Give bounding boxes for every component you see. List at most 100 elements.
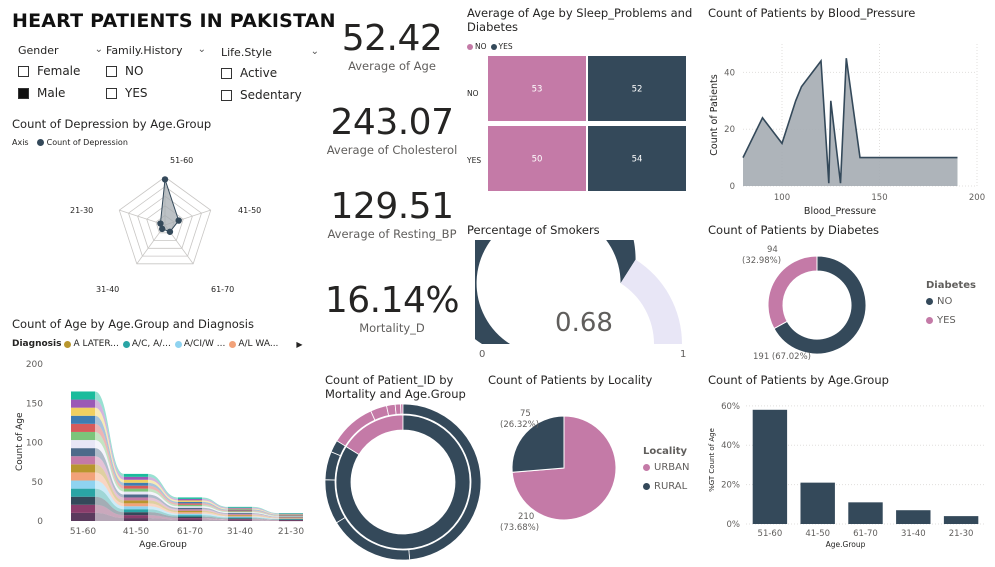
ribbon-band [148, 515, 178, 520]
age-group-bar [943, 516, 979, 524]
bp-line [742, 58, 958, 184]
ribbon-bar-segment [178, 513, 202, 516]
ribbon-band [252, 510, 279, 516]
x-tick-label: 41-50 [123, 527, 149, 537]
bp-area [743, 58, 958, 187]
radar-grid-ring [118, 176, 212, 265]
heatmap-legend-no: NO [475, 42, 487, 51]
checkbox[interactable] [221, 67, 232, 79]
slicer-option-yes[interactable]: YES [106, 85, 206, 101]
ribbon-band [95, 431, 124, 492]
slicer-option-label: Female [37, 64, 81, 78]
checkbox-checked[interactable] [18, 87, 29, 99]
ribbon-band [202, 503, 228, 512]
diabetes-legend-yes: YES [926, 315, 956, 326]
chevron-down-icon[interactable]: ⌄ [310, 46, 319, 57]
ribbon-band [148, 476, 178, 501]
heatmap-cell [488, 56, 586, 121]
ribbon-bar-segment [228, 514, 252, 516]
locality-title: Count of Patients by Locality [488, 373, 653, 387]
kpi-label: Mortality_D [359, 321, 425, 335]
ribbon-band [252, 514, 279, 519]
slicer-option-male[interactable]: Male [18, 85, 108, 101]
radar-label: 31-40 [96, 285, 120, 294]
ribbon-bar-segment [279, 514, 303, 516]
kpi-card-age: 52.42 Average of Age [322, 18, 462, 73]
ribbon-bar-segment [71, 399, 95, 408]
ribbon-band [95, 480, 124, 510]
locality-pie [511, 415, 617, 521]
ribbon-bar-segment [228, 511, 252, 513]
ribbon-band [148, 497, 178, 511]
y-tick-label: 20 [724, 125, 735, 135]
checkbox[interactable] [106, 65, 117, 77]
ribbon-legend-title: Diagnosis [12, 339, 62, 349]
kpi-value: 16.14% [324, 280, 460, 321]
ribbon-bar-segment [228, 516, 252, 518]
y-tick-label: 60% [721, 402, 740, 412]
slicer-option-no[interactable]: NO [106, 63, 206, 79]
heatmap-cell [488, 126, 586, 191]
y-axis-label: Count of Age [15, 412, 25, 471]
ribbon-bar-segment [178, 498, 202, 501]
legend-dot-icon [490, 43, 497, 50]
ribbon-bar-segment [124, 476, 148, 480]
legend-dot-icon [174, 340, 182, 348]
ribbon-bar-segment [279, 515, 303, 517]
ribbon-bar-segment [124, 500, 148, 504]
slicer-option-sedentary[interactable]: Sedentary [221, 87, 321, 103]
ribbon-band [252, 507, 279, 515]
kpi-label: Average of Cholesterol [326, 143, 458, 157]
age-group-bar [848, 502, 883, 524]
radar-label: 21-30 [70, 206, 94, 215]
x-tick-label: 21-30 [278, 527, 304, 537]
ribbon-bar-segment [124, 488, 148, 492]
locality-legend-rural: RURAL [643, 481, 687, 492]
heatmap-legend-yes: YES [498, 42, 513, 51]
slicer-lifestyle[interactable]: Life.Style ⌄ Active Sedentary [221, 46, 321, 103]
slicer-family-history[interactable]: Family.History ⌄ NO YES [106, 44, 206, 101]
ribbon-band [252, 520, 279, 521]
y-axis-label: %GT Count of Age [708, 428, 716, 492]
ribbon-bar-segment [124, 512, 148, 516]
ribbon-band [148, 494, 178, 510]
ribbon-bar-segment [71, 440, 95, 449]
radar-point [158, 225, 166, 233]
ribbon-bar-segment [124, 485, 148, 489]
diabetes-donut-slice [773, 255, 867, 355]
slicer-gender[interactable]: Gender ⌄ Female Male [18, 44, 108, 101]
diabetes-data-label-yes-pct: (32.98%) [742, 256, 782, 266]
slicer-option-label: YES [125, 86, 148, 100]
kpi-value: 52.42 [341, 18, 443, 59]
ribbon-bar-segment [124, 503, 148, 507]
x-tick-label: 200 [969, 193, 985, 203]
ribbon-bar-segment [124, 473, 148, 477]
checkbox[interactable] [221, 89, 232, 101]
slicer-option-female[interactable]: Female [18, 63, 108, 79]
ribbon-bar-segment [71, 456, 95, 465]
slicer-option-active[interactable]: Active [221, 65, 321, 81]
checkbox[interactable] [106, 87, 117, 99]
gauge-chart [475, 240, 682, 344]
ribbon-bar-segment [124, 494, 148, 498]
legend-dot-icon [926, 317, 933, 324]
diabetes-legend-no: NO [926, 296, 952, 307]
ribbon-bar-segment [279, 516, 303, 517]
legend-next-arrow-icon[interactable]: ▶ [296, 339, 303, 349]
chevron-down-icon[interactable]: ⌄ [197, 44, 206, 55]
ribbon-band [252, 513, 279, 518]
x-tick-label: 61-70 [177, 527, 203, 537]
chevron-down-icon[interactable]: ⌄ [94, 44, 103, 55]
ribbon-band [202, 515, 228, 519]
ribbon-bar-segment [228, 519, 252, 521]
x-axis-label: Age.Group [139, 540, 187, 550]
ribbon-band [252, 506, 279, 514]
ribbon-bar-segment [279, 518, 303, 520]
sunburst-outer-segment [394, 404, 402, 415]
heatmap-chart: 53 52 50 54 [488, 56, 686, 191]
radar-point [161, 176, 169, 183]
y-tick-label: 40 [724, 68, 735, 78]
checkbox[interactable] [18, 65, 29, 77]
ribbon-band [252, 512, 279, 517]
kpi-label: Average of Resting_BP [327, 227, 457, 241]
